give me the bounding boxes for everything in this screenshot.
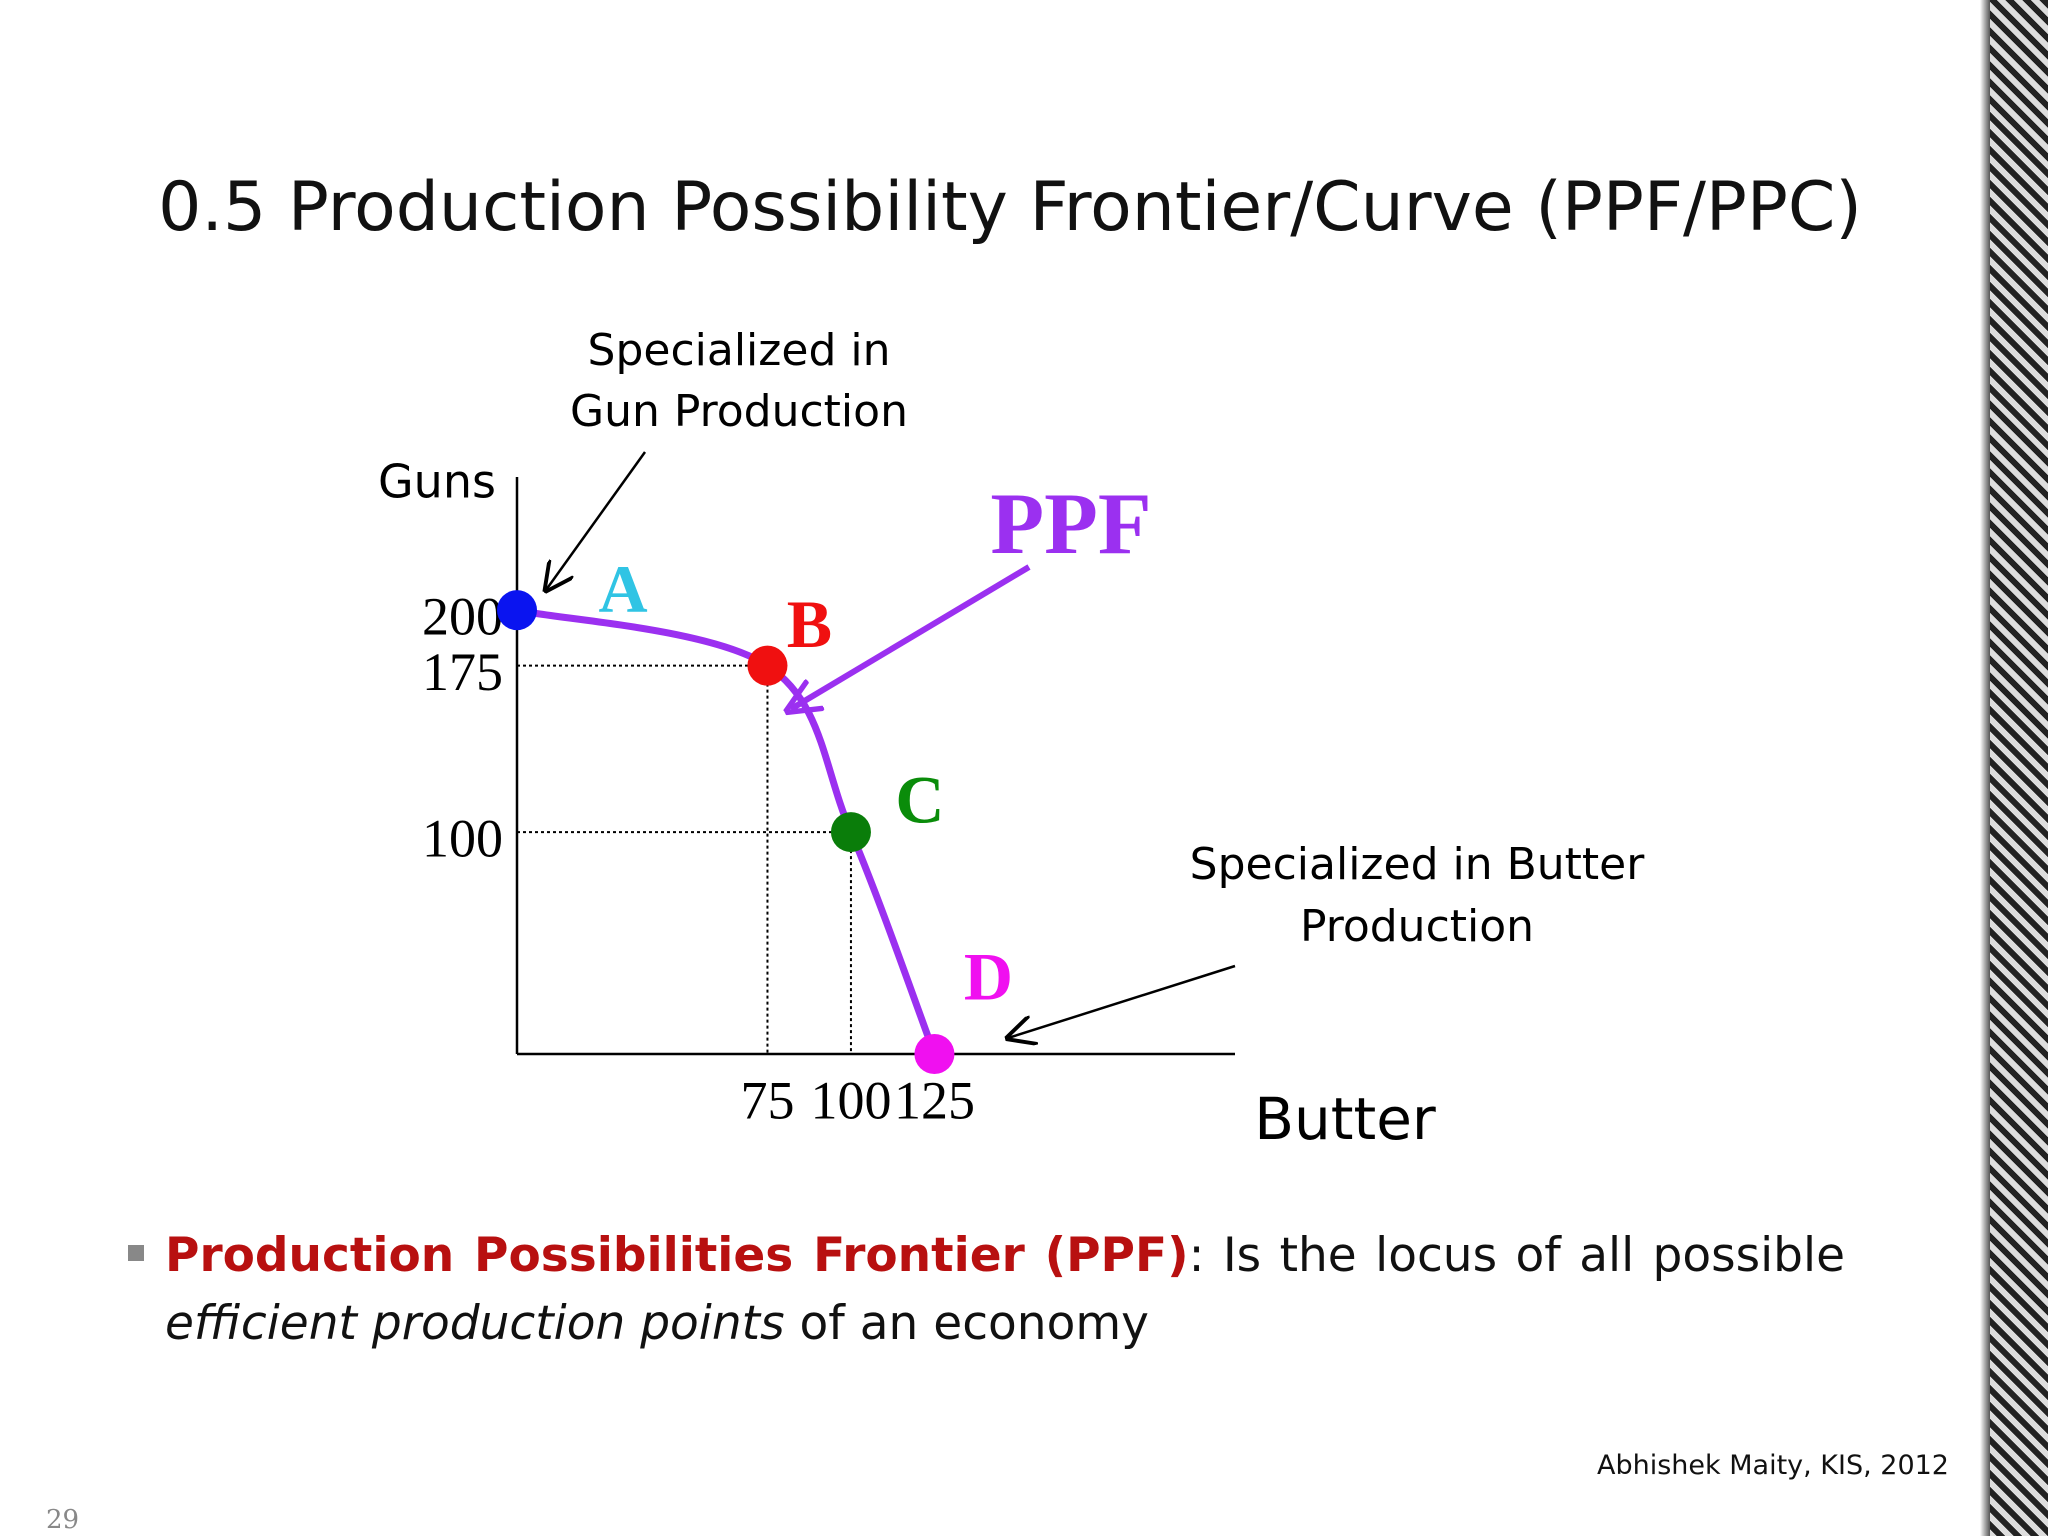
annotation: Specialized in Butter	[1190, 839, 1646, 890]
annotation: Production	[1300, 901, 1534, 952]
point-label: C	[895, 762, 944, 838]
x-axis-label: Butter	[1254, 1085, 1436, 1153]
slide-title: 0.5 Production Possibility Frontier/Curv…	[158, 168, 1862, 247]
x-tick-label: 125	[894, 1070, 975, 1130]
emphasis: efficient production points	[165, 1296, 785, 1351]
y-tick-label: 200	[422, 587, 503, 647]
point-label: A	[598, 551, 647, 627]
annotation: Gun Production	[570, 386, 908, 437]
annotation-arrow	[546, 451, 647, 590]
annotation-arrow	[1008, 964, 1236, 1038]
point-label: B	[787, 586, 832, 662]
y-axis-label: Guns	[378, 455, 496, 509]
y-tick-label: 175	[422, 642, 503, 702]
chart: Specialized in Gun Production Specialize…	[378, 325, 1646, 1153]
bullet-text: Production Possibilities Frontier (PPF):…	[165, 1222, 1845, 1358]
text: : Is the locus of all possible	[1188, 1228, 1845, 1283]
point	[747, 645, 788, 686]
bullet-marker	[128, 1245, 144, 1261]
y-tick-label: 100	[422, 808, 503, 868]
text: of an economy	[799, 1296, 1149, 1351]
point	[830, 812, 871, 853]
annotation: Specialized in	[588, 325, 891, 376]
point-label: D	[964, 939, 1013, 1015]
decorative-strip	[1980, 0, 2048, 1536]
page-number: 29	[46, 1505, 80, 1535]
point	[914, 1034, 955, 1074]
ppf-curve	[516, 606, 938, 1056]
term: Production Possibilities Frontier (PPF)	[165, 1228, 1189, 1283]
footer: Abhishek Maity, KIS, 2012	[1597, 1450, 1949, 1481]
x-tick-label: 100	[810, 1070, 891, 1130]
ppf-arrow	[791, 564, 1031, 709]
x-tick-label: 75	[740, 1070, 794, 1130]
point	[497, 590, 537, 631]
series-label: PPF	[990, 476, 1151, 573]
